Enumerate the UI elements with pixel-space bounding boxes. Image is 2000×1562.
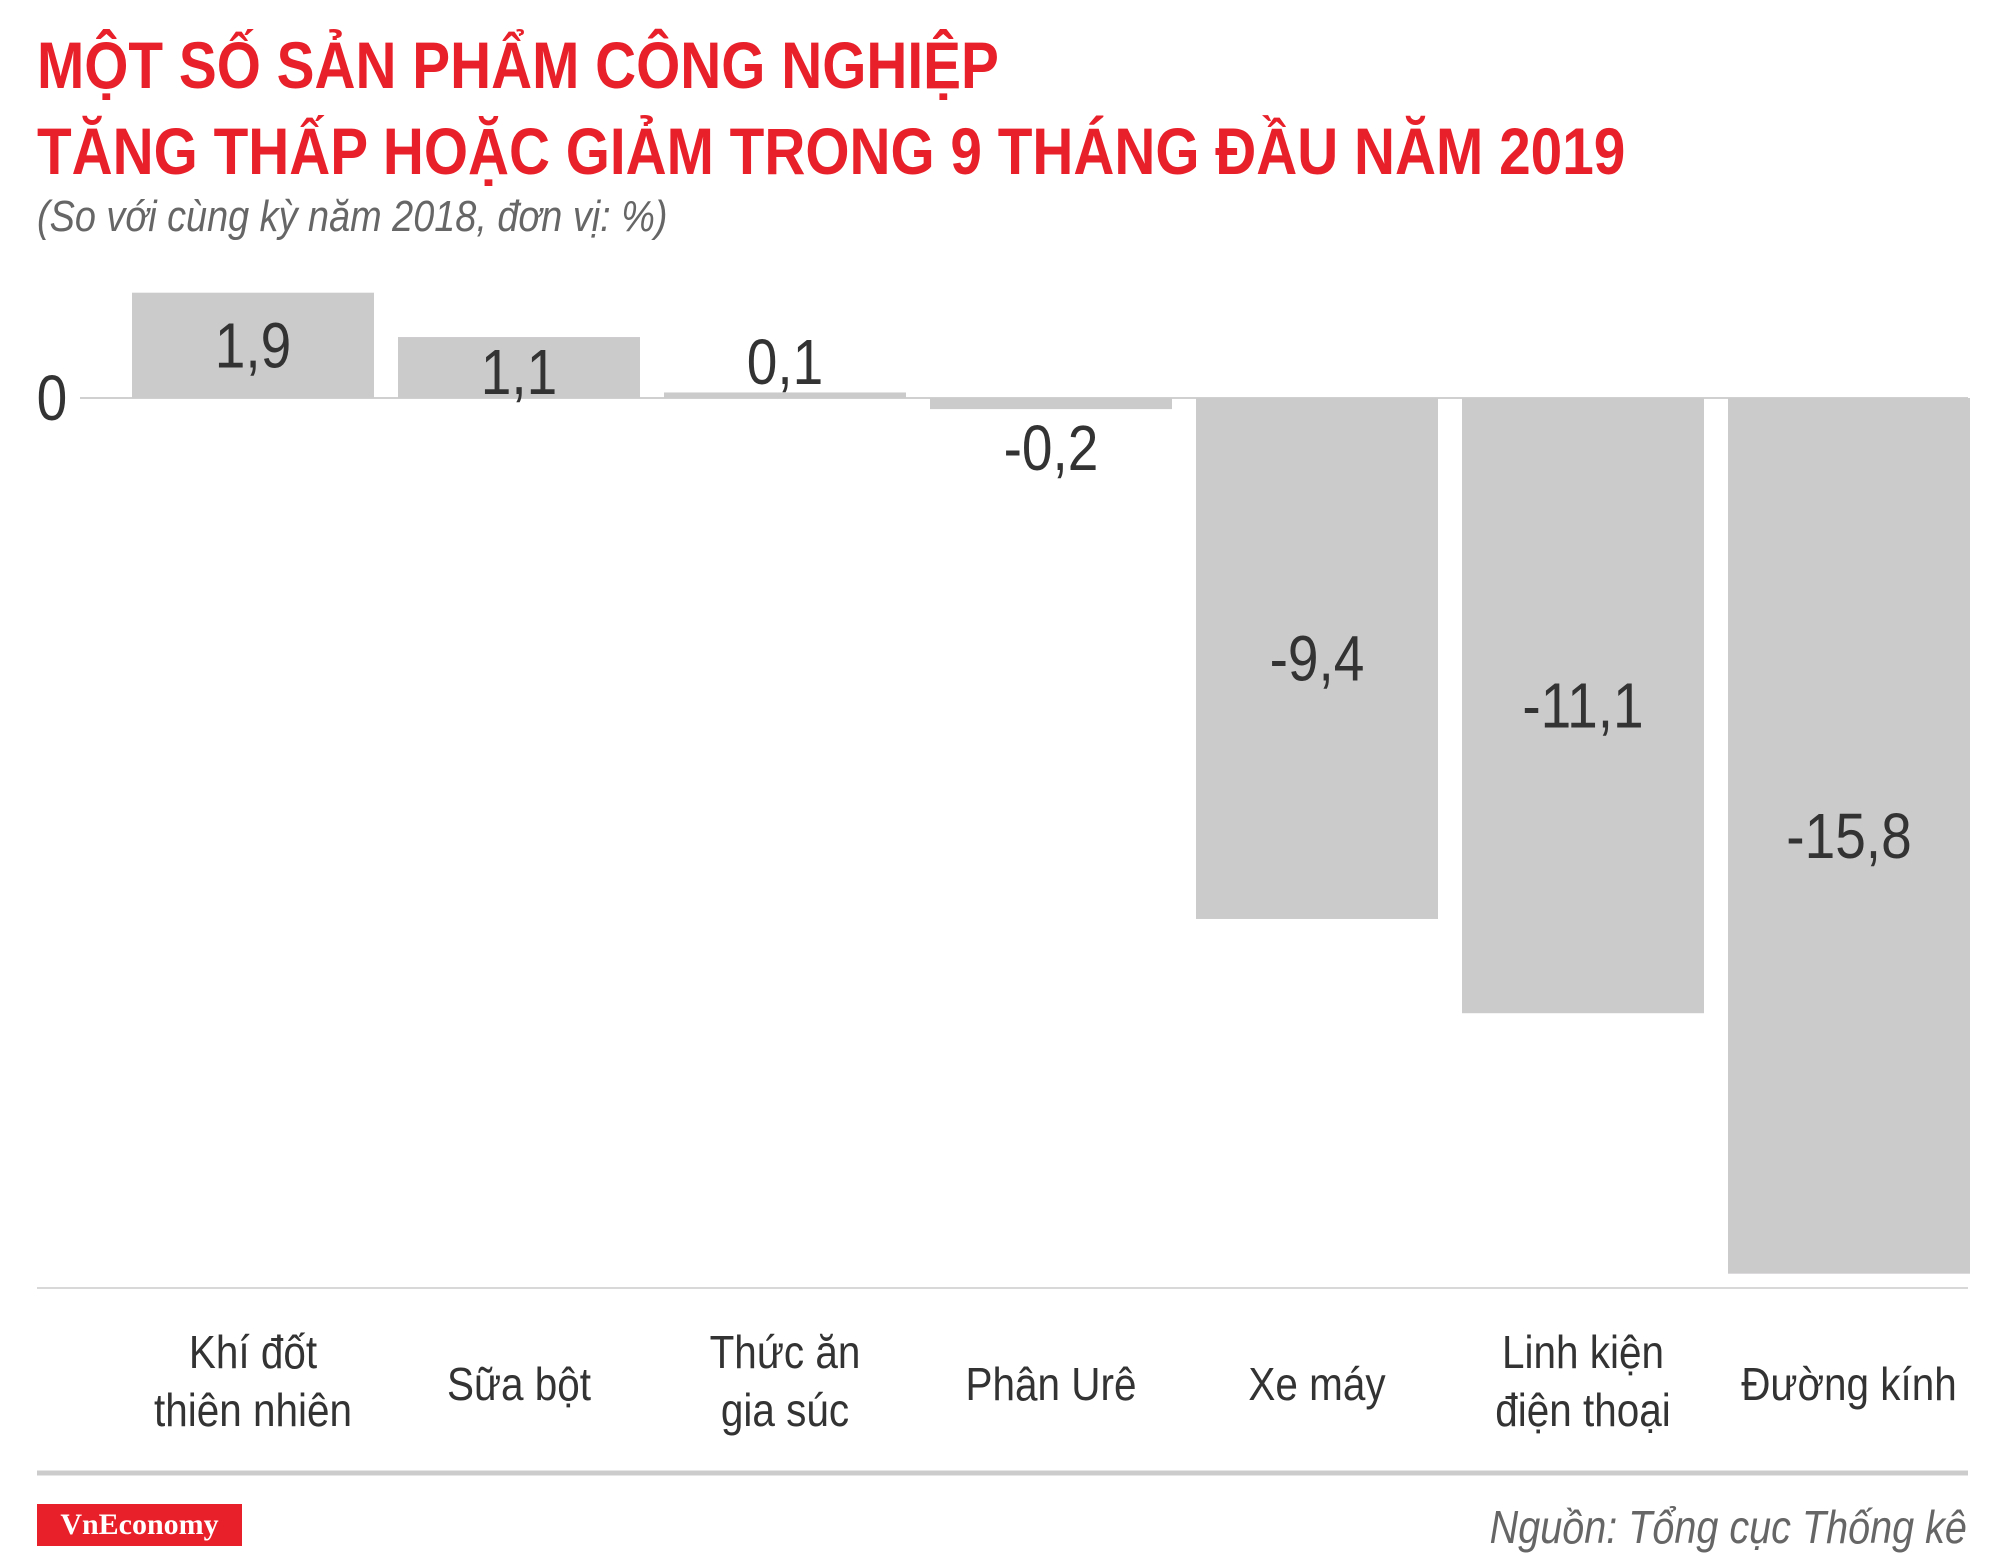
value-label-2: 0,1 bbox=[747, 326, 823, 398]
bar-1 bbox=[398, 337, 640, 398]
category-label-2: gia súc bbox=[721, 1386, 849, 1437]
category-label-3: Phân Urê bbox=[966, 1360, 1137, 1411]
bar-3 bbox=[930, 398, 1172, 410]
value-label-0: 1,9 bbox=[215, 309, 291, 381]
chart-title-line-2: TĂNG THẤP HOẶC GIẢM TRONG 9 THÁNG ĐẦU NĂ… bbox=[37, 114, 1626, 188]
bar-4 bbox=[1196, 398, 1438, 919]
category-label-2: Thức ăn bbox=[710, 1328, 861, 1379]
y-tick-label: 0 bbox=[37, 362, 68, 434]
bar-2 bbox=[664, 392, 906, 398]
category-label-5: điện thoại bbox=[1495, 1386, 1670, 1437]
value-label-1: 1,1 bbox=[481, 336, 557, 408]
value-label-3: -0,2 bbox=[1004, 412, 1099, 484]
bar-0 bbox=[132, 292, 374, 398]
category-label-0: Khí đốt bbox=[189, 1328, 317, 1379]
bar-5 bbox=[1462, 398, 1704, 1014]
bar-6 bbox=[1728, 398, 1970, 1274]
source-note: Nguồn: Tổng cục Thống kê bbox=[1489, 1501, 1967, 1553]
value-label-6: -15,8 bbox=[1786, 800, 1911, 872]
vneconomy-logo: VnEconomy bbox=[37, 1504, 242, 1546]
category-label-0: thiên nhiên bbox=[154, 1386, 352, 1437]
category-label-5: Linh kiện bbox=[1502, 1328, 1664, 1379]
value-label-5: -11,1 bbox=[1522, 670, 1643, 742]
category-label-4: Xe máy bbox=[1248, 1360, 1386, 1411]
category-label-1: Sữa bột bbox=[447, 1360, 591, 1411]
chart-subtitle: (So với cùng kỳ năm 2018, đơn vị: %) bbox=[37, 192, 668, 241]
value-label-4: -9,4 bbox=[1270, 623, 1365, 695]
chart-title-line-1: MỘT SỐ SẢN PHẨM CÔNG NGHIỆP bbox=[37, 28, 999, 102]
category-label-6: Đường kính bbox=[1741, 1360, 1957, 1411]
